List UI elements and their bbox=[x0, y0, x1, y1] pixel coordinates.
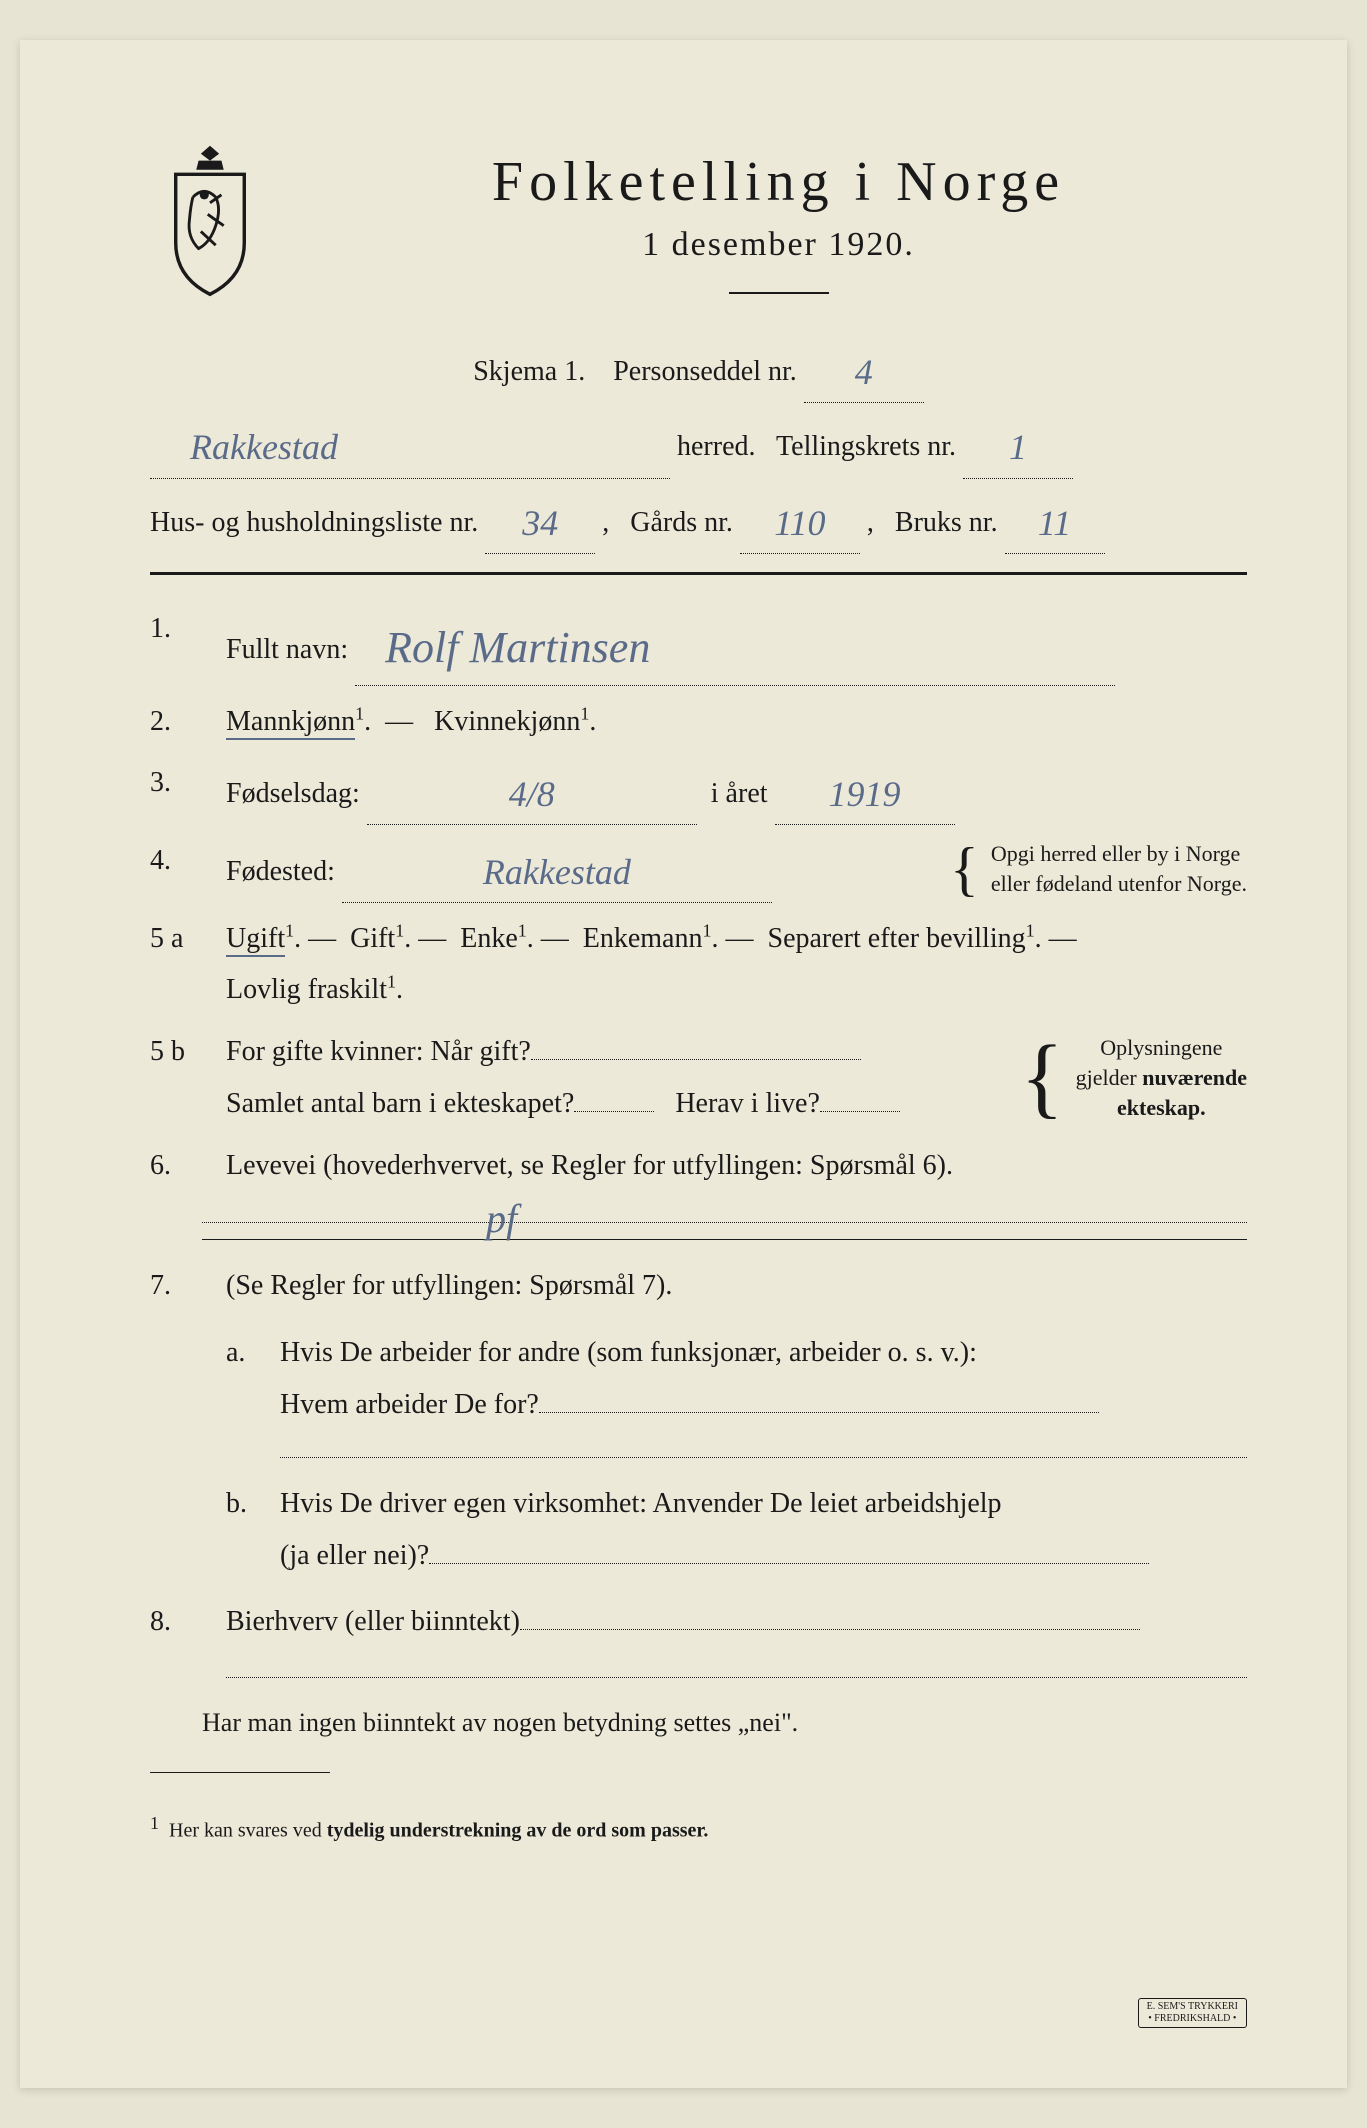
q7b-l1: Hvis De driver egen virksomhet: Anvender… bbox=[280, 1488, 1002, 1519]
q7-num: 7. bbox=[150, 1260, 202, 1582]
tail-note: Har man ingen biinntekt av nogen betydni… bbox=[202, 1698, 1247, 1747]
q3-year: 1919 bbox=[829, 774, 901, 814]
bruks-nr: 11 bbox=[1038, 503, 1071, 543]
q5a-gift: Gift bbox=[350, 923, 395, 954]
herred-line: Rakkestad herred. Tellingskrets nr. 1 bbox=[150, 409, 1247, 478]
footnote: 1 Her kan svares ved tydelig understrekn… bbox=[150, 1813, 1247, 1843]
q4-num: 4. bbox=[150, 835, 202, 903]
tellingskrets-nr: 1 bbox=[1009, 427, 1027, 467]
main-title: Folketelling i Norge bbox=[310, 150, 1247, 214]
q2: 2. Mannkjønn1. — Kvinnekjønn1. bbox=[150, 696, 1247, 748]
herred-label: herred. bbox=[677, 431, 756, 462]
husliste-line: Hus- og husholdningsliste nr. 34 , Gårds… bbox=[150, 485, 1247, 554]
q2-mann: Mannkjønn bbox=[226, 706, 355, 740]
bruks-label: Bruks nr. bbox=[895, 507, 998, 538]
q5b-note: Oplysningene gjelder nuværende ekteskap. bbox=[1076, 1033, 1247, 1122]
q5a-num: 5 a bbox=[150, 913, 202, 1017]
q7b-l2: (ja eller nei)? bbox=[280, 1540, 429, 1571]
q5a-ugift: Ugift bbox=[226, 923, 285, 957]
q3-num: 3. bbox=[150, 757, 202, 825]
q4-value: Rakkestad bbox=[483, 852, 631, 892]
q6-label: Levevei (hovederhvervet, se Regler for u… bbox=[226, 1150, 953, 1181]
q7-label: (Se Regler for utfyllingen: Spørsmål 7). bbox=[226, 1270, 672, 1301]
skjema-label: Skjema 1. bbox=[473, 356, 585, 387]
q4-label: Fødested: bbox=[226, 856, 335, 887]
q7a-l1: Hvis De arbeider for andre (som funksjon… bbox=[280, 1337, 977, 1368]
q4: 4. Fødested: Rakkestad { Opgi herred ell… bbox=[150, 835, 1247, 903]
coat-of-arms-icon bbox=[150, 140, 270, 300]
q8-label: Bierhverv (eller biinntekt) bbox=[226, 1606, 520, 1637]
q1-value: Rolf Martinsen bbox=[385, 623, 650, 672]
personseddel-nr: 4 bbox=[855, 352, 873, 392]
tellingskrets-label: Tellingskrets nr. bbox=[776, 431, 956, 462]
q6-num: 6. bbox=[150, 1140, 202, 1192]
title-block: Folketelling i Norge 1 desember 1920. bbox=[310, 130, 1247, 324]
husliste-label: Hus- og husholdningsliste nr. bbox=[150, 507, 478, 538]
q8: 8. Bierhverv (eller biinntekt) bbox=[150, 1596, 1247, 1689]
q5b: 5 b For gifte kvinner: Når gift? Samlet … bbox=[150, 1026, 1247, 1130]
q1-label: Fullt navn: bbox=[226, 634, 348, 665]
q5a: 5 a Ugift1. — Gift1. — Enke1. — Enkemann… bbox=[150, 913, 1247, 1017]
q4-note: Opgi herred eller by i Norge eller fødel… bbox=[991, 839, 1247, 898]
q2-num: 2. bbox=[150, 696, 202, 748]
thick-rule bbox=[150, 572, 1247, 575]
q5a-separert: Separert efter bevilling bbox=[768, 923, 1026, 954]
thin-rule bbox=[202, 1239, 1247, 1240]
q7a-num: a. bbox=[226, 1327, 260, 1468]
herred-value: Rakkestad bbox=[190, 427, 338, 467]
q5b-num: 5 b bbox=[150, 1026, 202, 1130]
q3-day: 4/8 bbox=[509, 774, 555, 814]
q6-value: pf bbox=[486, 1182, 517, 1256]
q1: 1. Fullt navn: Rolf Martinsen bbox=[150, 603, 1247, 685]
q1-num: 1. bbox=[150, 603, 202, 685]
q8-num: 8. bbox=[150, 1596, 202, 1689]
q5b-l1: For gifte kvinner: Når gift? bbox=[226, 1036, 531, 1067]
husliste-nr: 34 bbox=[522, 503, 558, 543]
foot-rule bbox=[150, 1772, 330, 1773]
printer-stamp: E. SEM'S TRYKKERI • FREDRIKSHALD • bbox=[1138, 1998, 1247, 2028]
q7a-l2: Hvem arbeider De for? bbox=[280, 1389, 539, 1420]
gards-nr: 110 bbox=[774, 503, 825, 543]
q6: 6. Levevei (hovederhvervet, se Regler fo… bbox=[150, 1140, 1247, 1192]
personseddel-label: Personseddel nr. bbox=[613, 356, 797, 387]
q5b-l2b: Herav i live? bbox=[675, 1088, 820, 1119]
q7: 7. (Se Regler for utfyllingen: Spørsmål … bbox=[150, 1260, 1247, 1582]
gards-label: Gårds nr. bbox=[630, 507, 733, 538]
q7b-num: b. bbox=[226, 1478, 260, 1582]
q3: 3. Fødselsdag: 4/8 i året 1919 bbox=[150, 757, 1247, 825]
brace-icon: { bbox=[1020, 1055, 1063, 1100]
dotted-rule bbox=[202, 1222, 1247, 1223]
census-form-page: Folketelling i Norge 1 desember 1920. Sk… bbox=[20, 40, 1347, 2088]
header: Folketelling i Norge 1 desember 1920. bbox=[150, 130, 1247, 324]
q5b-l2a: Samlet antal barn i ekteskapet? bbox=[226, 1088, 574, 1119]
q5a-enkemann: Enkemann bbox=[583, 923, 703, 954]
q3-year-label: i året bbox=[711, 778, 768, 809]
q3-label: Fødselsdag: bbox=[226, 778, 360, 809]
q5a-fraskilt: Lovlig fraskilt bbox=[226, 974, 387, 1005]
title-rule bbox=[729, 292, 829, 294]
subtitle: 1 desember 1920. bbox=[310, 226, 1247, 264]
brace-icon: { bbox=[950, 854, 979, 884]
q2-kvinne: Kvinnekjønn bbox=[434, 706, 580, 737]
skjema-line: Skjema 1. Personseddel nr. 4 bbox=[150, 334, 1247, 403]
q5a-enke: Enke bbox=[460, 923, 518, 954]
